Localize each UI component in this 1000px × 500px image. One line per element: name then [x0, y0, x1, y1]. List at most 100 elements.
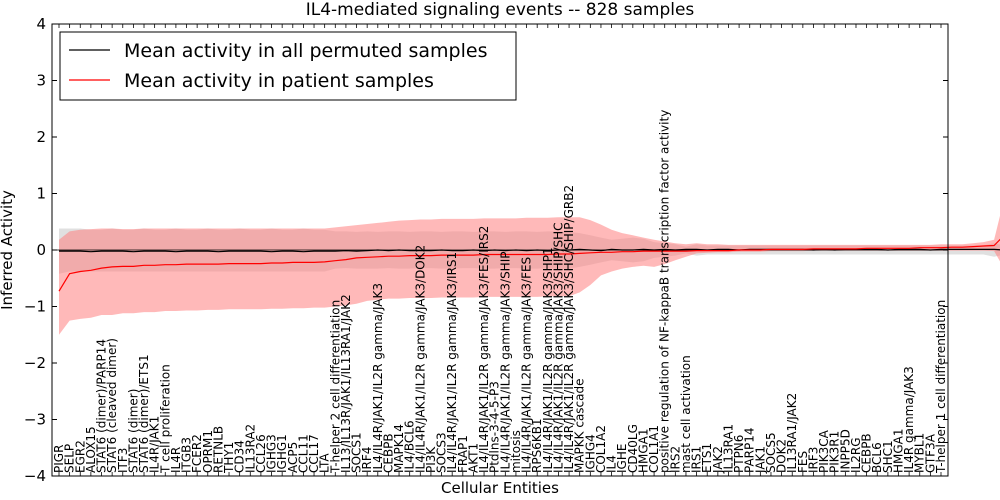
entity-label: PARP14: [743, 427, 757, 473]
entity-label: IGHG3: [265, 434, 279, 473]
entity-label: SOCS3: [435, 432, 449, 473]
entity-label: IL4R: [169, 447, 183, 473]
entity-label: IL13RA2: [243, 424, 257, 473]
entity-label: PIGR: [52, 445, 66, 473]
entity-label: mast cell activation: [679, 355, 693, 473]
entity-label: IL4/IL4R/JAK1/IL2R gamma/JAK3/SHIP/SHC: [551, 222, 565, 473]
y-tick-label: −3: [24, 411, 46, 429]
entity-label: IL4: [605, 455, 619, 473]
entity-label: COL1A2: [594, 425, 608, 473]
entity-label: RETNLB: [211, 426, 225, 473]
entity-label: CD40LG: [626, 424, 640, 473]
entity-label: LTA: [318, 453, 332, 473]
entity-label: STAT6 (dimer): [126, 389, 140, 473]
entity-label: IL13RA1: [721, 424, 735, 473]
entity-label: positive regulation of NF-kappaB transcr…: [658, 110, 672, 473]
entity-label: AKT1: [466, 443, 480, 473]
entity-label: IL4/IL4R/JAK1/IL2R gamma/JAK3/SHIP: [498, 252, 512, 473]
entity-label: MAPKK cascade: [573, 378, 587, 473]
entity-label: CD34: [233, 440, 247, 473]
entity-label: IL4/IL4R/JAK1/IL2R gamma/JAK3/IRS1: [445, 252, 459, 473]
entity-label: CCL26: [254, 434, 268, 473]
entity-label: IRF4: [360, 447, 374, 473]
y-tick-label: 4: [36, 15, 46, 33]
legend-label-patient: Mean activity in patient samples: [124, 70, 434, 92]
entity-label: STAT6 (cleaved dimer): [105, 338, 119, 473]
entity-label: STAT6 (dimer)/ETS1: [137, 354, 151, 473]
entity-label: IL2RG: [849, 438, 863, 474]
entity-label: INPP5D: [838, 429, 852, 473]
plot-frame: [51, 23, 949, 477]
entity-label: IL4/IL4R/JAK1/IL2R gamma/JAK3/SHC/SHIP/G…: [562, 185, 576, 473]
y-tick-label: 3: [36, 72, 46, 90]
entity-label: ALOX15: [84, 426, 98, 473]
entity-label: EGR2: [73, 440, 87, 473]
entity-label: IGHE: [615, 444, 629, 473]
entity-label: ACP5: [286, 442, 300, 473]
entity-label: IL4/IL4R/JAK1/IL2R gamma/JAK3/FES: [520, 257, 534, 473]
series-lines: [52, 238, 1000, 292]
entity-label: IL4R/JAK1: [148, 416, 162, 473]
entity-label: THY1: [222, 442, 236, 474]
entity-label: T-helper 2 cell differentiation: [328, 300, 342, 474]
entity-label: IL4R gamma/JAK3: [902, 366, 916, 473]
entity-label: MYBL1: [913, 433, 927, 473]
entity-label: IRS1: [690, 446, 704, 473]
entity-label: IL4/IL4R/JAK1/IL2R gamma/JAK3/SHP1: [541, 247, 555, 473]
y-tick-label: −4: [24, 467, 46, 485]
entity-label: SELP: [63, 444, 77, 473]
entity-label: mitosis: [509, 430, 523, 473]
entity-label: IL4/IL4R/JAK1/IL2R gamma/JAK3: [371, 283, 385, 473]
entity-label: IL4/IL4R/JAK1/IL2R gamma/JAK3/FES/IRS2: [477, 226, 491, 473]
legend-box: [59, 31, 517, 101]
entity-label: SOCS1: [350, 432, 364, 473]
entity-label: IL13/IL13R/JAK1/IL13RA1/JAK2: [339, 294, 353, 473]
entity-label: HMGA1: [636, 428, 650, 473]
entity-label: T-helper 1 cell differentiation: [934, 300, 948, 474]
entity-label: Ptdlns-3-4-5-P3: [488, 381, 502, 473]
entity-label: IGHG1: [275, 434, 289, 473]
y-axis-label: Inferred Activity: [0, 190, 16, 310]
entity-label: CCL11: [296, 434, 310, 473]
y-axis: −4 −3 −2 −1 0 1 2 3 4: [24, 15, 948, 485]
entity-label: SOCS5: [764, 432, 778, 473]
chart-title: IL4-mediated signaling events -- 828 sam…: [306, 0, 695, 20]
entity-label: ITF3: [116, 448, 130, 473]
y-tick-label: −2: [24, 354, 46, 372]
x-axis: [58, 24, 942, 476]
entity-label: RPS6KB1: [530, 418, 544, 473]
entity-label: IRS2: [668, 446, 682, 473]
entity-label: HMGA1: [891, 428, 905, 473]
y-tick-label: 0: [36, 241, 46, 259]
entity-label: JAK1: [753, 446, 767, 474]
entity-label: ETS1: [700, 443, 714, 473]
entity-label: IL4/IL4R/JAK1/IL2R gamma/JAK3/DOK2: [413, 245, 427, 473]
y-tick-label: 1: [36, 185, 46, 203]
entity-label: CEBPB: [381, 433, 395, 473]
entity-label: IL4/BCL6: [403, 420, 417, 473]
entity-label: FCER2: [190, 434, 204, 473]
legend: Mean activity in all permuted samples Me…: [59, 31, 517, 101]
entity-label: PTPN6: [732, 435, 746, 473]
y-tick-label: 2: [36, 128, 46, 146]
y-tick-label: −1: [24, 298, 46, 316]
entity-label: FRAP1: [456, 435, 470, 473]
entity-label: PIK3R1: [828, 431, 842, 473]
entity-label: IGHG4: [583, 434, 597, 473]
entity-label: BCL6: [870, 442, 884, 473]
legend-label-permuted: Mean activity in all permuted samples: [124, 40, 487, 62]
band-patient: [59, 215, 1000, 335]
entity-label: CCL17: [307, 434, 321, 473]
entity-label: OPRM1: [201, 430, 215, 473]
entity-label: DOK2: [775, 439, 789, 473]
entity-label: MAPK14: [392, 424, 406, 473]
entity-label: STAT6 (dimer)/PARP14: [95, 339, 109, 473]
entity-label: IL13RA1/JAK2: [785, 393, 799, 473]
entity-label: T cell proliferation: [158, 364, 172, 474]
entity-label: CEBPB: [860, 433, 874, 473]
series-line-patient: [58, 238, 1000, 292]
entity-label: PI3K: [424, 446, 438, 473]
entity-label: IRF3: [806, 447, 820, 473]
